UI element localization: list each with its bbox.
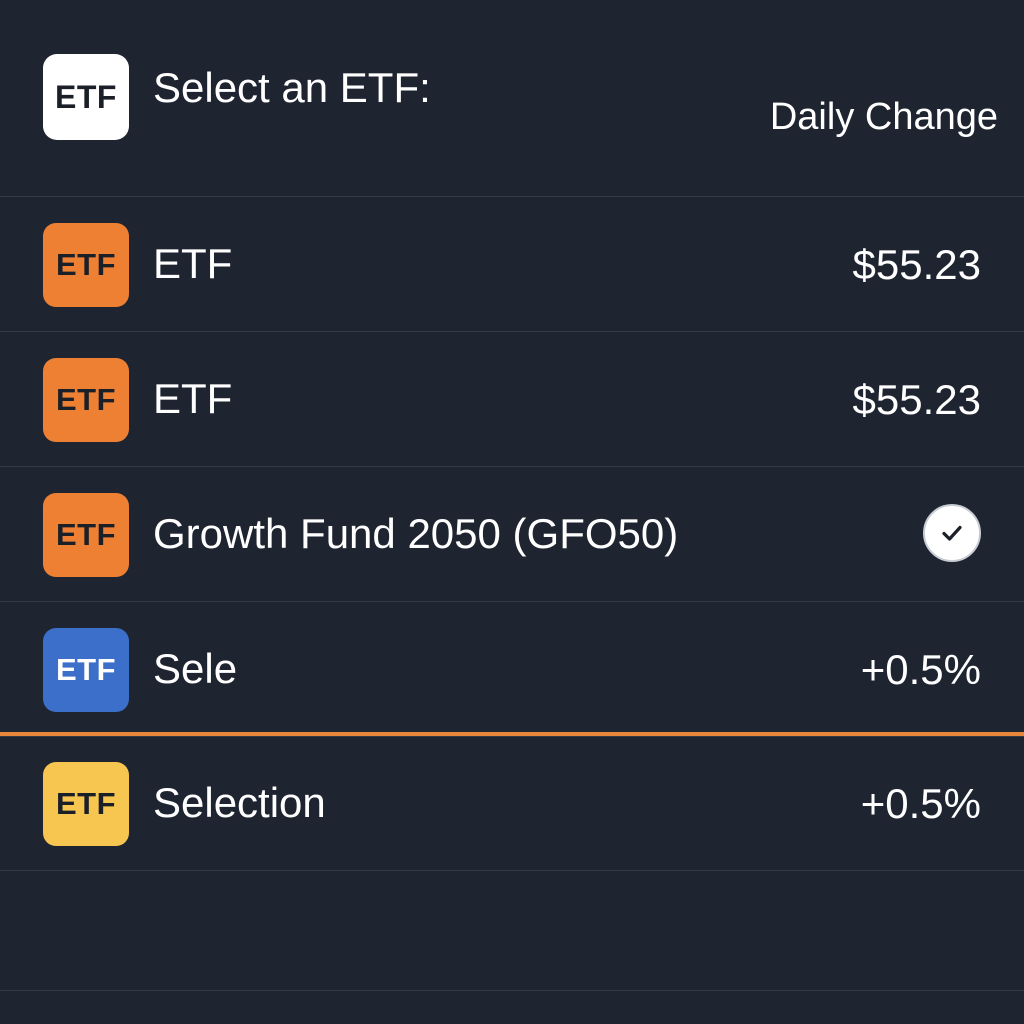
etf-daily-change: +0.5%	[860, 646, 981, 693]
etf-badge-icon: ETF	[43, 223, 129, 307]
checkmark-icon[interactable]	[923, 504, 981, 562]
etf-badge-icon: ETF	[43, 358, 129, 442]
etf-list-item[interactable]: ETF Sele +0.5%	[0, 602, 1024, 737]
etf-name: Growth Fund 2050 (GFO50)	[153, 510, 679, 557]
etf-list-item-selected[interactable]: ETF Growth Fund 2050 (GFO50)	[0, 467, 1024, 602]
accent-divider	[0, 732, 1024, 736]
etf-name: Selection	[153, 779, 326, 826]
etf-badge-icon: ETF	[43, 628, 129, 712]
page-title: Select an ETF:	[153, 64, 431, 111]
etf-price: $55.23	[852, 241, 981, 288]
header: ETF Select an ETF: Daily Change	[0, 0, 1024, 197]
etf-badge-icon: ETF	[43, 762, 129, 846]
etf-name: ETF	[153, 240, 233, 287]
etf-price: $55.23	[852, 376, 981, 423]
etf-badge-icon: ETF	[43, 493, 129, 577]
checkmark-glyph	[942, 525, 962, 541]
divider	[0, 990, 1024, 991]
etf-list-item[interactable]: ETF ETF $55.23	[0, 332, 1024, 467]
etf-name: ETF	[153, 375, 233, 422]
etf-daily-change: +0.5%	[860, 780, 981, 827]
etf-name: Sele	[153, 645, 238, 692]
daily-change-column-label: Daily Change	[769, 96, 998, 138]
etf-list-item[interactable]: ETF Selection +0.5%	[0, 736, 1024, 871]
etf-app-icon: ETF	[43, 54, 129, 140]
etf-list-item[interactable]: ETF ETF $55.23	[0, 197, 1024, 332]
